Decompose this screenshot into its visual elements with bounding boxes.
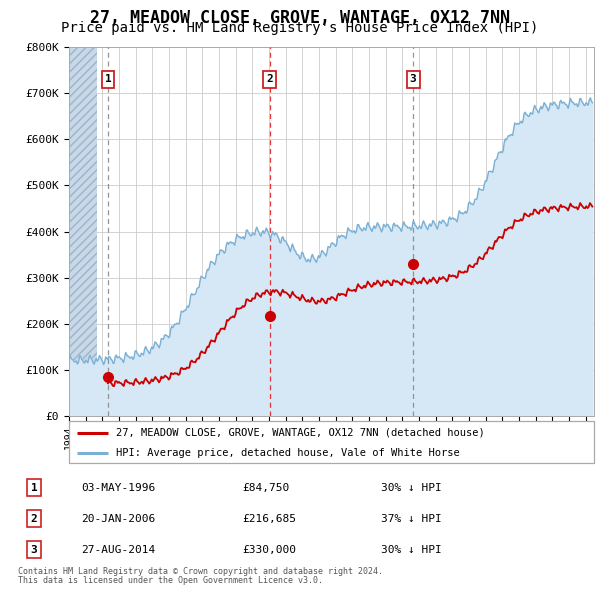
- Text: 2: 2: [266, 74, 273, 84]
- Text: 37% ↓ HPI: 37% ↓ HPI: [381, 514, 442, 523]
- Text: 30% ↓ HPI: 30% ↓ HPI: [381, 545, 442, 555]
- Text: HPI: Average price, detached house, Vale of White Horse: HPI: Average price, detached house, Vale…: [116, 448, 460, 457]
- Text: 3: 3: [410, 74, 416, 84]
- Text: £84,750: £84,750: [242, 483, 290, 493]
- FancyBboxPatch shape: [69, 421, 594, 463]
- Text: 3: 3: [31, 545, 38, 555]
- Text: £330,000: £330,000: [242, 545, 296, 555]
- Text: Contains HM Land Registry data © Crown copyright and database right 2024.: Contains HM Land Registry data © Crown c…: [18, 568, 383, 576]
- Text: Price paid vs. HM Land Registry's House Price Index (HPI): Price paid vs. HM Land Registry's House …: [61, 21, 539, 35]
- Text: 03-MAY-1996: 03-MAY-1996: [82, 483, 155, 493]
- Text: 1: 1: [31, 483, 38, 493]
- Text: £216,685: £216,685: [242, 514, 296, 523]
- Text: 1: 1: [104, 74, 112, 84]
- Text: 27, MEADOW CLOSE, GROVE, WANTAGE, OX12 7NN: 27, MEADOW CLOSE, GROVE, WANTAGE, OX12 7…: [90, 9, 510, 27]
- Text: 20-JAN-2006: 20-JAN-2006: [82, 514, 155, 523]
- Text: 2: 2: [31, 514, 38, 523]
- Text: This data is licensed under the Open Government Licence v3.0.: This data is licensed under the Open Gov…: [18, 576, 323, 585]
- Text: 27-AUG-2014: 27-AUG-2014: [82, 545, 155, 555]
- Text: 30% ↓ HPI: 30% ↓ HPI: [381, 483, 442, 493]
- Bar: [69, 47, 97, 416]
- Text: 27, MEADOW CLOSE, GROVE, WANTAGE, OX12 7NN (detached house): 27, MEADOW CLOSE, GROVE, WANTAGE, OX12 7…: [116, 428, 485, 438]
